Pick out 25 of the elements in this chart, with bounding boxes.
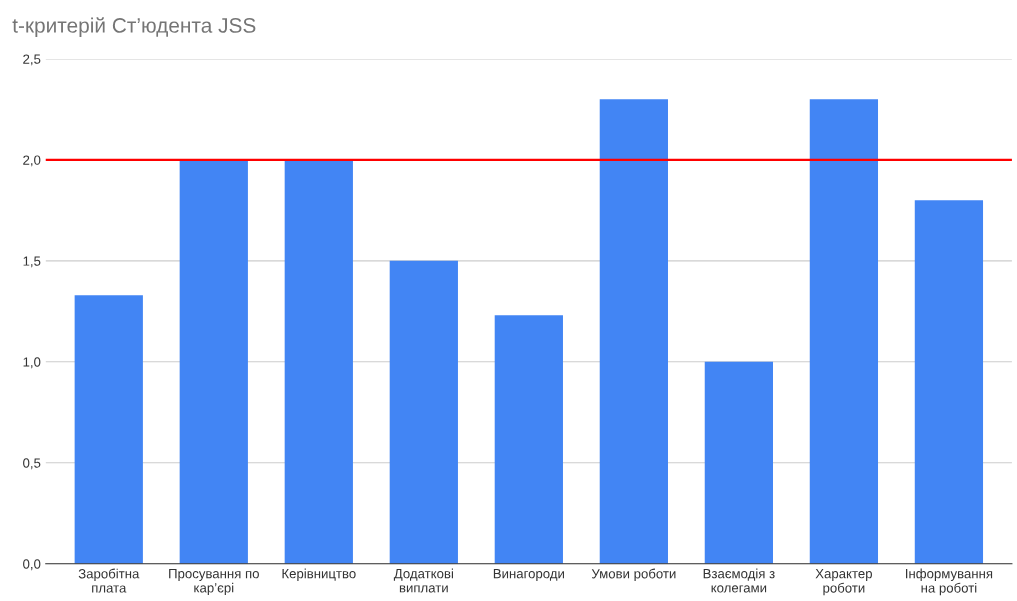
bar xyxy=(599,99,668,564)
x-tick-label: Умови роботи xyxy=(591,568,676,582)
bar xyxy=(74,295,143,564)
y-tick-label: 1,0 xyxy=(23,357,41,369)
y-tick-label: 2,0 xyxy=(23,155,41,167)
bar xyxy=(179,159,248,564)
chart-title: t-критерій Ст’юдента JSS xyxy=(12,17,256,37)
y-tick-label: 0,0 xyxy=(23,559,41,571)
bar xyxy=(704,361,773,564)
x-tick-label: Взаємодія з колегами xyxy=(703,568,775,593)
bar xyxy=(494,315,563,564)
x-tick-label: Керівництво xyxy=(282,568,356,581)
y-tick-label: 1,5 xyxy=(23,256,41,268)
x-tick-label: Заробітна плата xyxy=(78,568,140,593)
x-tick-label: Характер роботи xyxy=(815,569,872,596)
bar xyxy=(914,200,984,564)
bar xyxy=(389,260,458,564)
bar xyxy=(284,159,353,564)
x-tick-label: Інформування на роботі xyxy=(906,568,993,596)
bar xyxy=(809,99,879,564)
y-tick-label: 0,5 xyxy=(23,458,41,470)
y-tick-label: 2,5 xyxy=(23,54,41,66)
x-tick-label: Винагороди xyxy=(493,569,564,581)
x-tick-label: Просування по кар’єрі xyxy=(169,569,259,596)
x-tick-label: Додаткові виплати xyxy=(393,568,453,593)
